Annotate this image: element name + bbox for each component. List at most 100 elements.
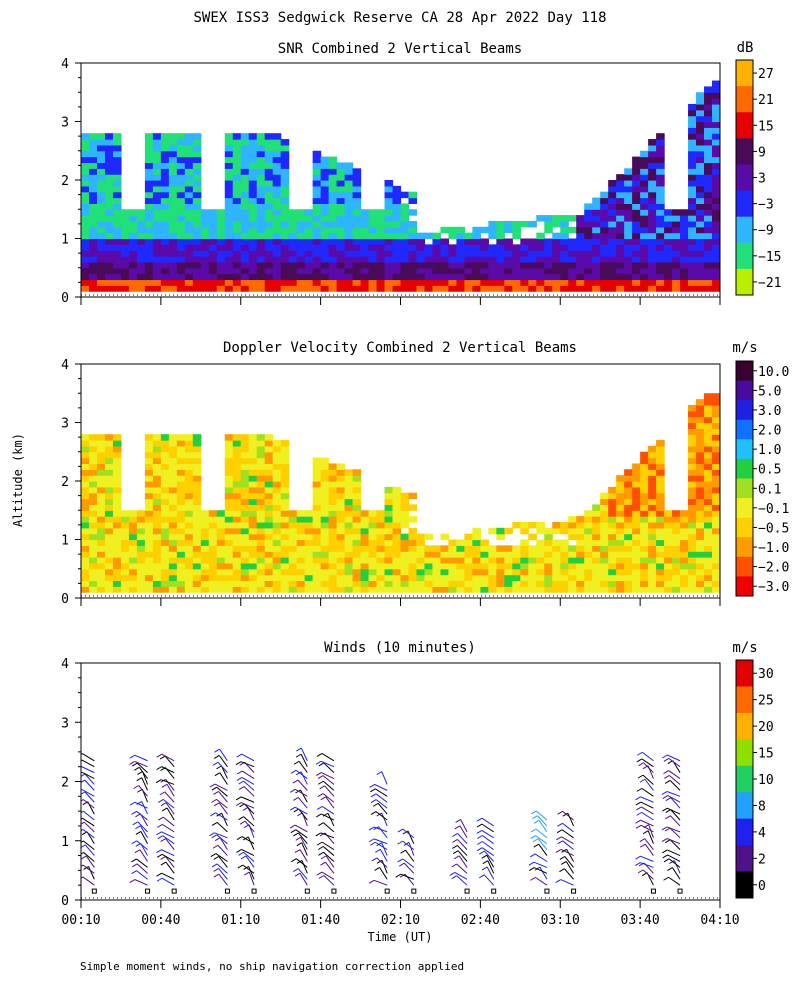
doppler-cell [344,481,354,488]
snr-cell [368,215,378,222]
snr-cell [168,267,178,275]
doppler-cell [88,510,98,517]
doppler-cell [672,527,681,535]
snr-cell [576,244,585,251]
colorbar-swatch [736,112,753,139]
snr-cell [656,133,665,140]
doppler-cell [176,492,186,500]
wind-barb-flag [157,823,163,828]
doppler-cell [632,527,641,535]
snr-cell [160,209,170,216]
doppler-cell [368,551,378,558]
doppler-cell [640,574,649,582]
snr-cell [392,232,402,240]
snr-cell [81,180,90,187]
doppler-cell [336,486,346,494]
snr-cell [272,215,282,222]
snr-cell [552,232,561,240]
doppler-cell [264,469,274,476]
snr-cell [336,279,346,286]
doppler-cell [208,510,218,517]
wind-barb [538,843,548,856]
wind-barb-flag [635,801,642,806]
doppler-cell [712,486,720,494]
doppler-cell [144,545,154,552]
snr-cell [152,162,162,169]
snr-cell [648,203,657,210]
snr-cell [320,232,330,240]
doppler-cell [312,486,322,494]
snr-cell [160,191,170,199]
wind-barb [374,783,388,791]
doppler-cell [688,404,697,412]
wind-barb [779,873,787,885]
snr-cell [112,133,122,140]
doppler-cell [672,521,681,529]
doppler-cell [696,463,705,470]
doppler-cell [552,545,561,552]
doppler-cell [128,516,138,523]
doppler-cell [520,557,529,564]
doppler-cell [136,545,146,552]
snr-cell [584,285,593,292]
wind-barb-flag [156,766,162,771]
doppler-cell [232,586,242,593]
snr-cell [536,250,545,257]
doppler-cell [96,586,106,593]
doppler-cell [320,568,330,576]
snr-cell [616,197,625,204]
doppler-cell [240,586,250,593]
doppler-cell [632,580,641,587]
snr-cell [152,261,162,269]
doppler-cell [304,562,314,570]
snr-cell [272,250,282,257]
snr-cell [264,279,274,286]
wind-barb [216,863,228,874]
doppler-cell [552,539,561,546]
x-tick-label: 03:10 [541,913,580,928]
wind-barb [327,813,335,827]
snr-cell [616,209,625,216]
snr-cell [344,215,354,222]
snr-cell [264,250,274,257]
snr-cell [192,191,202,199]
wind-barb-flag [661,826,668,831]
doppler-cell [656,451,665,459]
doppler-cell [656,475,665,482]
doppler-cell [328,533,338,541]
doppler-cell [280,527,290,535]
snr-cell [248,168,258,175]
snr-cell [664,285,673,292]
wind-calm-marker [650,888,656,894]
doppler-cell [576,545,585,552]
wind-barb-flag [135,830,142,835]
snr-cell [192,226,202,234]
doppler-cell [376,516,386,523]
snr-cell [384,191,394,199]
doppler-cell [216,510,226,517]
doppler-cell [696,527,705,535]
snr-cell [288,209,298,216]
doppler-cell [312,586,322,593]
snr-cell [328,168,338,175]
doppler-cell [224,445,234,453]
doppler-cell [704,469,713,476]
doppler-cell [176,445,186,453]
doppler-cell [552,586,561,593]
doppler-cell [352,568,362,576]
doppler-cell [104,574,114,582]
snr-cell [224,267,234,275]
snr-cell [488,256,497,263]
snr-cell [232,162,242,169]
doppler-cell [81,498,90,505]
snr-cell [520,238,529,245]
wind-barb [141,801,149,815]
doppler-cell [688,492,697,500]
snr-cell [704,238,713,245]
wind-barb-flag [131,810,137,815]
doppler-cell [272,492,282,500]
snr-cell [712,144,720,152]
snr-cell [224,185,234,193]
doppler-cell [456,539,465,546]
doppler-cell [328,504,338,511]
